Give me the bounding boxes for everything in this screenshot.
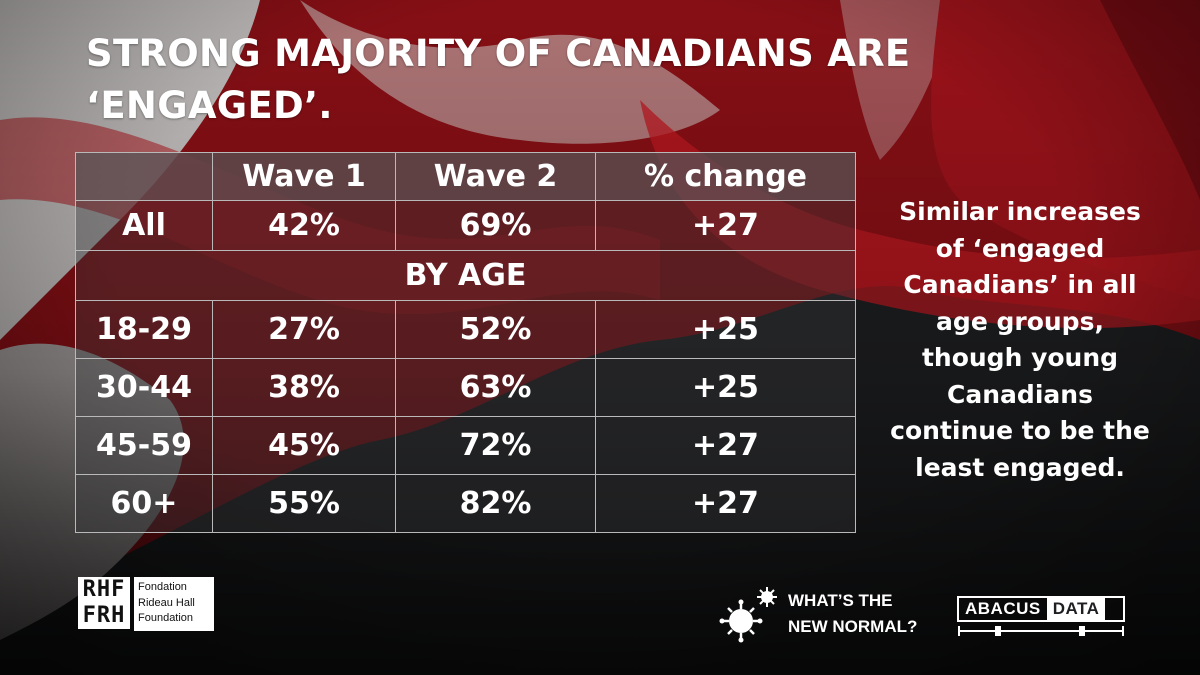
row-label: 45-59 bbox=[75, 416, 213, 475]
table-row: 18-29 27% 52% +25 bbox=[75, 300, 856, 359]
wave1-value: 42% bbox=[212, 200, 396, 251]
engagement-table: Wave 1 Wave 2 % change All 42% 69% +27 B… bbox=[75, 152, 856, 533]
wtnn-line-2: NEW NORMAL? bbox=[788, 617, 918, 636]
wave2-value: 69% bbox=[395, 200, 596, 251]
row-label: 18-29 bbox=[75, 300, 213, 359]
wave1-value: 45% bbox=[212, 416, 396, 475]
change-value: +25 bbox=[595, 358, 856, 417]
table-row: 60+ 55% 82% +27 bbox=[75, 474, 856, 533]
wave1-value: 55% bbox=[212, 474, 396, 533]
rhf-line: Rideau Hall bbox=[138, 596, 195, 609]
row-label: All bbox=[75, 200, 213, 251]
rhf-mark: RHF FRH bbox=[78, 577, 130, 629]
abacus-rail-icon bbox=[958, 626, 1124, 636]
whats-the-new-normal-logo: WHAT’S THE NEW NORMAL? bbox=[715, 585, 955, 645]
table-row: 30-44 38% 63% +25 bbox=[75, 358, 856, 417]
virus-icon bbox=[719, 587, 777, 643]
wtnn-line-1: WHAT’S THE bbox=[788, 591, 893, 610]
change-value: +27 bbox=[595, 200, 856, 251]
data-word: DATA bbox=[1046, 598, 1106, 620]
wave1-value: 38% bbox=[212, 358, 396, 417]
rhf-line: Foundation bbox=[138, 612, 194, 624]
abacus-data-logo: ABACUS DATA bbox=[957, 596, 1125, 638]
header-change: % change bbox=[595, 152, 856, 201]
summary-note: Similar increases of ‘engaged Canadians’… bbox=[890, 197, 1150, 482]
abacus-wordmark: ABACUS DATA bbox=[957, 596, 1125, 622]
wave2-value: 72% bbox=[395, 416, 596, 475]
wave2-value: 82% bbox=[395, 474, 596, 533]
header-wave1: Wave 1 bbox=[212, 152, 396, 201]
abacus-word: ABACUS bbox=[965, 599, 1041, 618]
wave2-value: 63% bbox=[395, 358, 596, 417]
header-row: Wave 1 Wave 2 % change bbox=[75, 152, 856, 201]
rideau-hall-foundation-logo: RHF FRH Fondation Rideau Hall Foundation bbox=[78, 577, 214, 631]
wave2-value: 52% bbox=[395, 300, 596, 359]
change-value: +27 bbox=[595, 474, 856, 533]
row-label: 60+ bbox=[75, 474, 213, 533]
row-label: 30-44 bbox=[75, 358, 213, 417]
rhf-wordmark: Fondation Rideau Hall Foundation bbox=[134, 577, 214, 631]
header-corner bbox=[75, 152, 213, 201]
wave1-value: 27% bbox=[212, 300, 396, 359]
change-value: +27 bbox=[595, 416, 856, 475]
page-title: STRONG MAJORITY OF CANADIANS ARE ‘ENGAGE… bbox=[86, 32, 911, 127]
table-row: 45-59 45% 72% +27 bbox=[75, 416, 856, 475]
section-row: BY AGE bbox=[75, 250, 856, 301]
change-value: +25 bbox=[595, 300, 856, 359]
table-row-all: All 42% 69% +27 bbox=[75, 200, 856, 251]
header-wave2: Wave 2 bbox=[395, 152, 596, 201]
section-label: BY AGE bbox=[75, 250, 856, 301]
rhf-line: Fondation bbox=[138, 581, 187, 593]
rhf-mark-text: RHF FRH bbox=[82, 577, 126, 628]
